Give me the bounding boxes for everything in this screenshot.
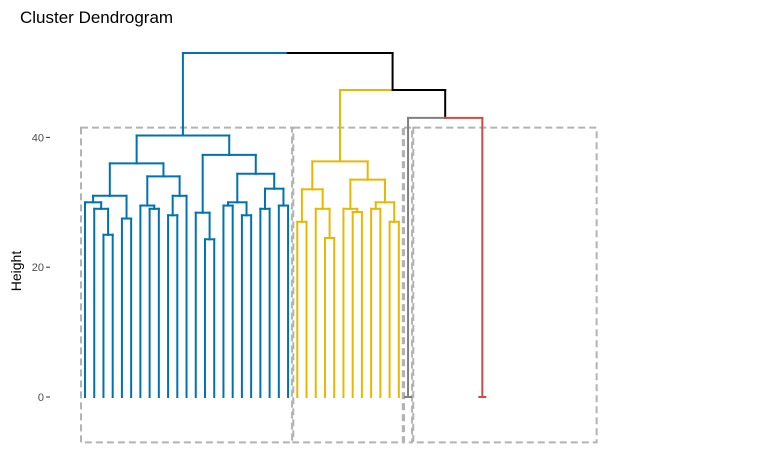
chart-title: Cluster Dendrogram xyxy=(20,8,173,27)
cluster-rectangles xyxy=(80,126,598,444)
y-axis-label: Height xyxy=(8,251,24,292)
y-tick-label: 20 xyxy=(32,262,44,274)
y-tick-label: 40 xyxy=(32,132,44,144)
cluster-rect xyxy=(80,126,294,444)
cluster-rect xyxy=(292,126,404,444)
cluster-rect xyxy=(412,126,598,444)
dendrogram-branches xyxy=(84,52,487,398)
y-tick-label: 0 xyxy=(38,392,44,404)
y-axis: 0 20 40 xyxy=(32,132,50,404)
